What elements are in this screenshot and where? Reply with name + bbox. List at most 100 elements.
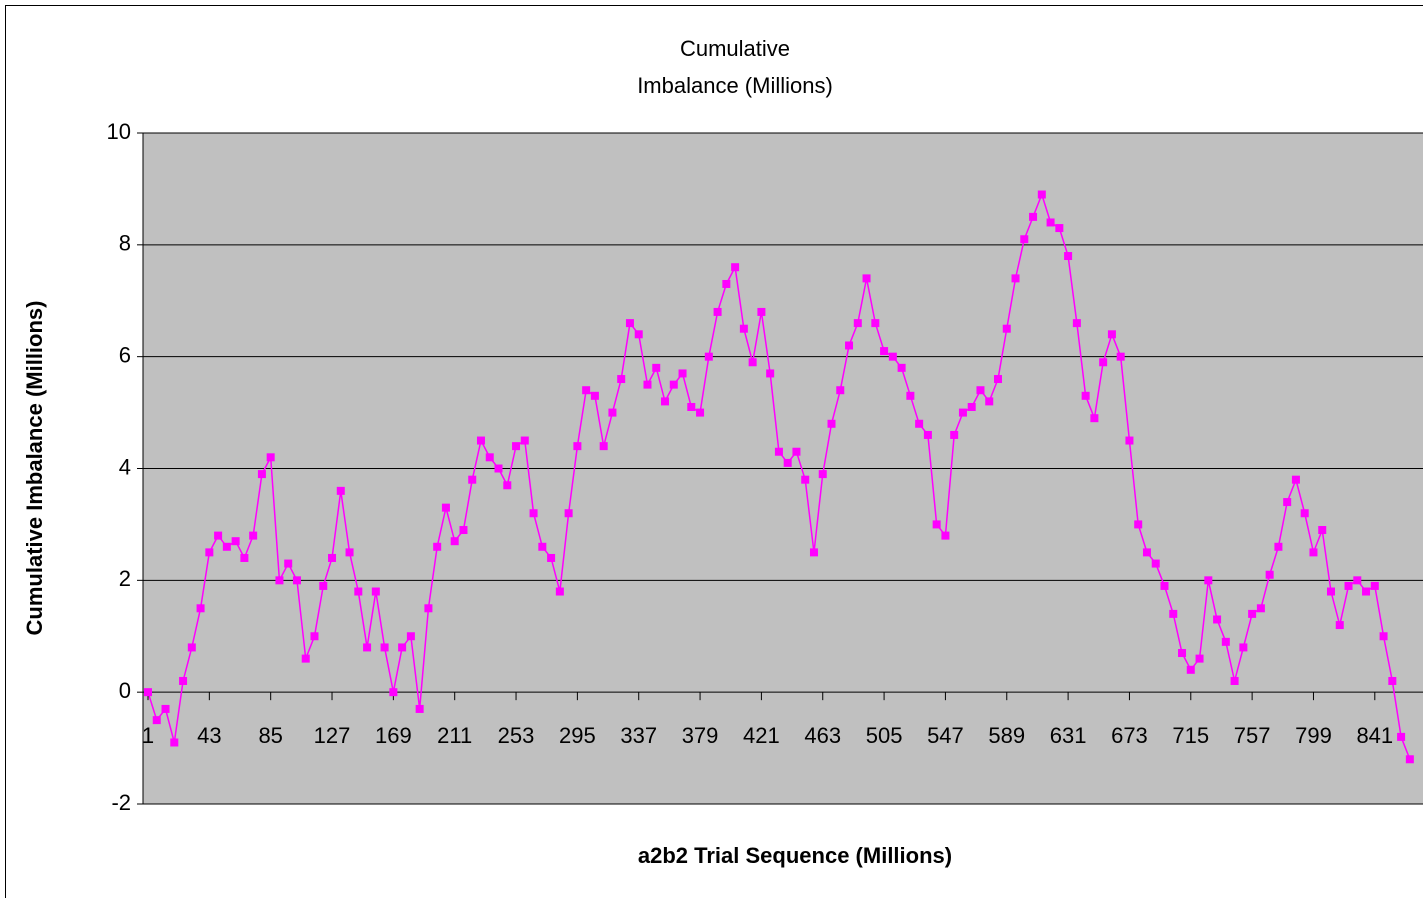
- data-point: [1388, 676, 1397, 685]
- data-point: [958, 408, 967, 417]
- data-point: [1362, 587, 1371, 596]
- x-tick-label: 841: [1356, 723, 1393, 748]
- y-axis-label: Cumulative Imbalance (Millions): [22, 301, 47, 636]
- y-tick-label: 6: [119, 342, 131, 367]
- data-point: [1335, 621, 1344, 630]
- data-point: [827, 419, 836, 428]
- data-point: [985, 397, 994, 406]
- data-point: [836, 386, 845, 395]
- y-tick-label: 2: [119, 566, 131, 591]
- data-point: [1274, 542, 1283, 551]
- data-point: [275, 576, 284, 585]
- data-point: [704, 352, 713, 361]
- data-point: [179, 676, 188, 685]
- x-axis-label: a2b2 Trial Sequence (Millions): [638, 843, 952, 868]
- x-tick-label: 295: [559, 723, 596, 748]
- data-point: [1353, 576, 1362, 585]
- x-tick-label: 211: [437, 723, 472, 748]
- data-point: [398, 643, 407, 652]
- data-point: [1072, 319, 1081, 328]
- data-point: [678, 369, 687, 378]
- data-point: [1046, 218, 1055, 227]
- x-tick-label: 379: [682, 723, 719, 748]
- x-tick-label: 673: [1111, 723, 1148, 748]
- chart-title: Cumulative: [680, 36, 790, 61]
- x-tick-label: 757: [1234, 723, 1271, 748]
- x-tick-label: 1: [142, 723, 154, 748]
- data-point: [915, 419, 924, 428]
- data-point: [1125, 436, 1134, 445]
- data-point: [1160, 581, 1169, 590]
- data-point: [950, 430, 959, 439]
- x-tick-label: 253: [498, 723, 535, 748]
- x-tick-label: 505: [866, 723, 903, 748]
- data-point: [424, 604, 433, 613]
- data-point: [380, 643, 389, 652]
- data-point: [1116, 352, 1125, 361]
- data-point: [687, 402, 696, 411]
- data-point: [967, 402, 976, 411]
- data-point: [187, 643, 196, 652]
- y-tick-label: -2: [111, 790, 131, 815]
- data-point: [196, 604, 205, 613]
- x-tick-label: 547: [927, 723, 964, 748]
- data-point: [547, 553, 556, 562]
- data-point: [1309, 548, 1318, 557]
- data-point: [363, 643, 372, 652]
- chart-title: Imbalance (Millions): [637, 73, 833, 98]
- data-point: [766, 369, 775, 378]
- data-point: [573, 442, 582, 451]
- data-point: [809, 548, 818, 557]
- data-point: [1142, 548, 1151, 557]
- data-point: [1230, 676, 1239, 685]
- data-point: [1099, 358, 1108, 367]
- data-point: [845, 341, 854, 350]
- data-point: [590, 391, 599, 400]
- data-point: [564, 509, 573, 518]
- data-point: [1318, 526, 1327, 535]
- data-point: [1151, 559, 1160, 568]
- data-point: [371, 587, 380, 596]
- data-point: [1283, 498, 1292, 507]
- data-point: [1344, 581, 1353, 590]
- data-point: [450, 537, 459, 546]
- data-point: [853, 319, 862, 328]
- data-point: [292, 576, 301, 585]
- data-point: [643, 380, 652, 389]
- x-tick-label: 127: [314, 723, 351, 748]
- data-point: [249, 531, 258, 540]
- x-tick-label: 631: [1050, 723, 1087, 748]
- data-point: [722, 279, 731, 288]
- data-point: [748, 358, 757, 367]
- data-point: [1081, 391, 1090, 400]
- x-tick-label: 715: [1172, 723, 1209, 748]
- data-point: [1195, 654, 1204, 663]
- data-point: [336, 486, 345, 495]
- data-point: [319, 581, 328, 590]
- data-point: [871, 319, 880, 328]
- data-point: [328, 553, 337, 562]
- data-point: [739, 324, 748, 333]
- data-point: [1011, 274, 1020, 283]
- data-point: [354, 587, 363, 596]
- data-point: [1265, 570, 1274, 579]
- data-point: [494, 464, 503, 473]
- data-point: [415, 704, 424, 713]
- data-point: [520, 436, 529, 445]
- data-point: [888, 352, 897, 361]
- data-point: [205, 548, 214, 557]
- data-point: [1064, 252, 1073, 261]
- data-point: [345, 548, 354, 557]
- data-point: [222, 542, 231, 551]
- data-point: [1107, 330, 1116, 339]
- data-point: [529, 509, 538, 518]
- x-tick-label: 169: [375, 723, 412, 748]
- data-point: [774, 447, 783, 456]
- data-point: [599, 442, 608, 451]
- data-point: [1090, 414, 1099, 423]
- data-point: [1186, 665, 1195, 674]
- data-point: [994, 375, 1002, 384]
- data-point: [1221, 637, 1230, 646]
- data-point: [862, 274, 871, 283]
